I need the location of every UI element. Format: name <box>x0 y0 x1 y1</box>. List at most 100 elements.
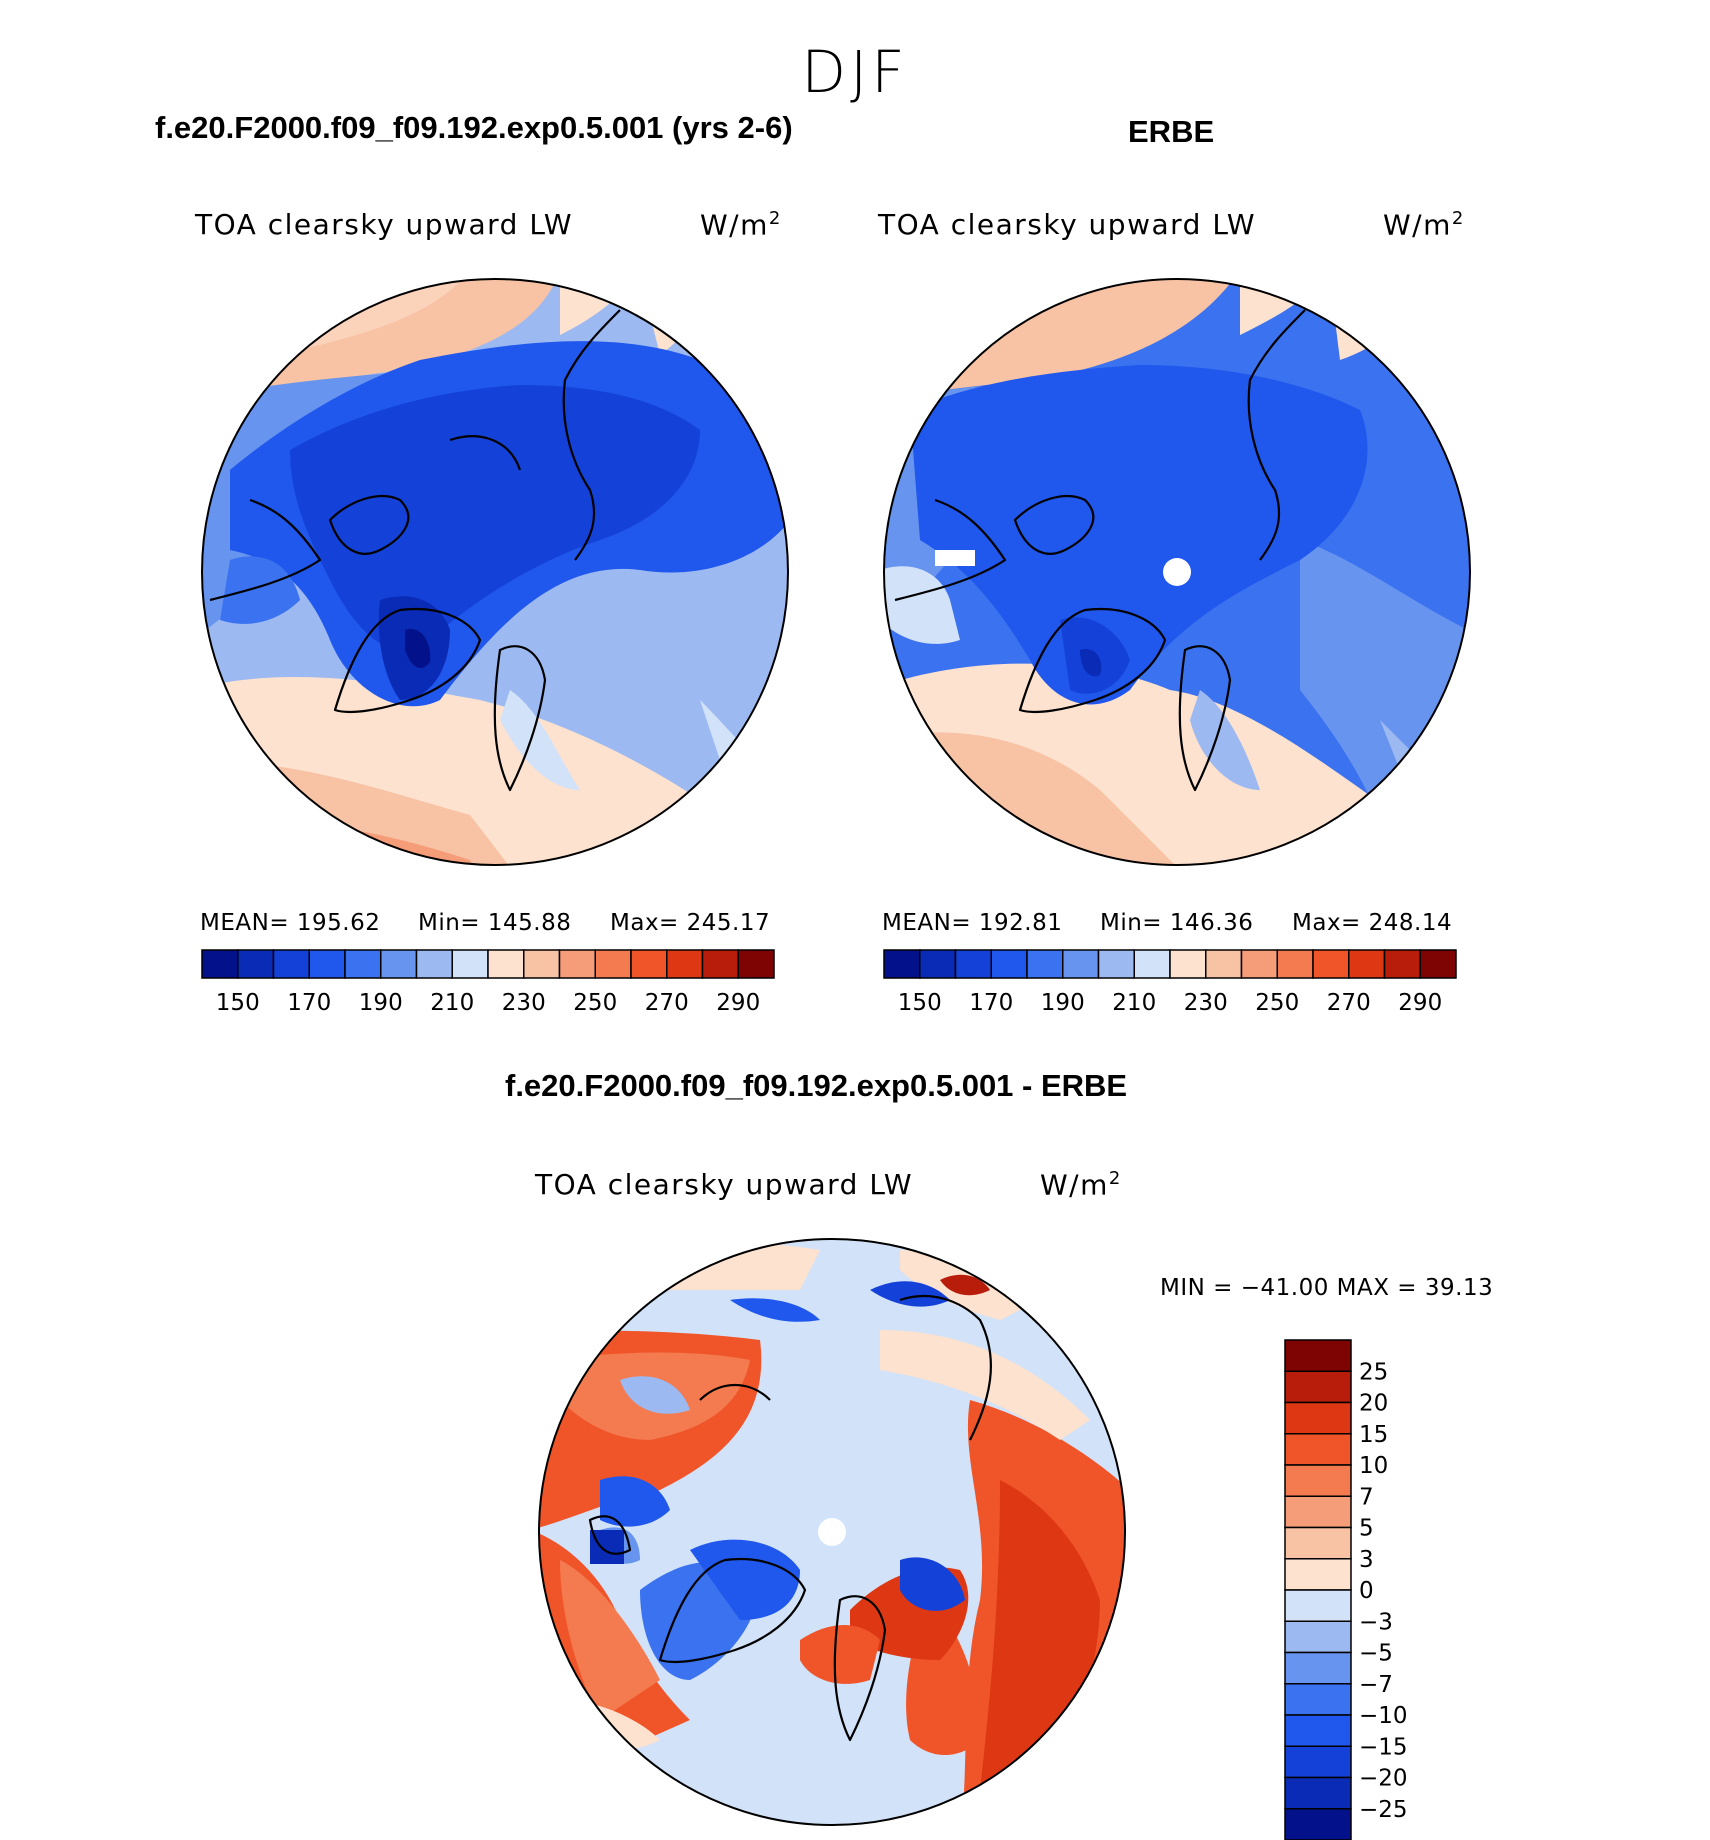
diff-colorbar-swatch <box>1284 1589 1352 1622</box>
right-colorbar-swatch <box>1169 949 1207 979</box>
right-colorbar-swatch <box>1097 949 1135 979</box>
left-colorbar-tick-label: 150 <box>216 990 260 1016</box>
diff-colorbar-swatch <box>1284 1495 1352 1529</box>
coastlines <box>209 309 1306 1742</box>
left-units-label: W/m2 <box>700 208 782 242</box>
left-colorbar-tick-label: 210 <box>430 990 474 1016</box>
left-colorbar-swatch <box>737 949 775 979</box>
diff-units-label: W/m2 <box>1040 1168 1122 1202</box>
diff-colorbar-swatch <box>1284 1683 1352 1716</box>
diff-colorbar-swatch <box>1284 1745 1352 1779</box>
left-colorbar-swatch <box>344 949 382 979</box>
diff-colorbar-swatch <box>1284 1401 1352 1435</box>
diff-colorbar-tick-label: −15 <box>1359 1734 1408 1760</box>
left-colorbar-tick-label: 170 <box>287 990 331 1016</box>
right-colorbar-swatch <box>1276 949 1314 979</box>
diff-colorbar-tick-label: 20 <box>1359 1391 1388 1417</box>
diff-colorbar-swatch <box>1284 1714 1352 1747</box>
left-colorbar-swatch <box>272 949 310 979</box>
diff-colorbar-tick-label: 7 <box>1359 1484 1374 1510</box>
diff-colorbar-swatch <box>1284 1620 1352 1654</box>
diff-colorbar-swatch <box>1284 1464 1352 1497</box>
left-variable-label: TOA clearsky upward LW <box>195 208 574 241</box>
diff-colorbar-tick-label: −3 <box>1359 1609 1393 1635</box>
diff-colorbar-tick-label: 3 <box>1359 1547 1374 1573</box>
right-colorbar-swatch <box>954 949 992 979</box>
diff-variable-label: TOA clearsky upward LW <box>535 1168 914 1201</box>
left-colorbar-tick-label: 230 <box>502 990 546 1016</box>
diff-minmax-stat: MIN = −41.00 MAX = 39.13 <box>1160 1275 1494 1301</box>
diff-colorbar-swatch <box>1284 1526 1352 1560</box>
left-colorbar-swatch <box>201 949 239 979</box>
left-min-stat: Min= 145.88 <box>418 910 572 936</box>
right-colorbar-tick-label: 230 <box>1184 990 1228 1016</box>
left-max-stat: Max= 245.17 <box>610 910 771 936</box>
left-colorbar-swatch <box>451 949 489 979</box>
diff-colorbar-tick-label: 5 <box>1359 1516 1374 1542</box>
left-colorbar-swatch <box>523 949 561 979</box>
diff-colorbar-tick-label: −20 <box>1359 1766 1408 1792</box>
diff-colorbar: 25 20 15 10 7 5 3 0 −3 −5 −7 −10 −15 −20 −25 <box>1284 1339 1408 1840</box>
diff-colorbar-swatch <box>1284 1558 1352 1591</box>
left-map-field <box>202 279 788 865</box>
right-colorbar-swatch <box>1062 949 1100 979</box>
diff-colorbar-swatch <box>1284 1370 1352 1404</box>
right-max-stat: Max= 248.14 <box>1292 910 1453 936</box>
right-colorbar-swatch <box>1026 949 1064 979</box>
right-colorbar-swatch <box>1133 949 1171 979</box>
diff-colorbar-tick-label: −5 <box>1359 1641 1393 1667</box>
left-panel-title: f.e20.F2000.f09_f09.192.exp0.5.001 (yrs … <box>155 110 793 145</box>
right-colorbar-tick-label: 210 <box>1112 990 1156 1016</box>
diff-colorbar-swatch <box>1284 1339 1352 1372</box>
right-panel-title: ERBE <box>1128 114 1215 149</box>
left-colorbar-tick-label: 270 <box>645 990 689 1016</box>
left-colorbar-swatch <box>308 949 346 979</box>
diff-colorbar-swatch <box>1284 1808 1352 1840</box>
right-colorbar-tick-label: 170 <box>969 990 1013 1016</box>
right-colorbar-swatch <box>1383 949 1421 979</box>
left-colorbar-swatch <box>237 949 275 979</box>
right-colorbar-swatch <box>1240 949 1278 979</box>
right-min-stat: Min= 146.36 <box>1100 910 1254 936</box>
left-colorbar-swatch <box>415 949 453 979</box>
left-colorbar-tick-label: 290 <box>716 990 760 1016</box>
left-colorbar-swatch <box>666 949 704 979</box>
right-colorbar-swatch <box>883 949 921 979</box>
left-colorbar-swatch <box>558 949 596 979</box>
diff-colorbar-tick-label: 10 <box>1359 1453 1388 1479</box>
right-colorbar-swatch <box>990 949 1028 979</box>
left-colorbar-swatch <box>701 949 739 979</box>
right-mean-stat: MEAN= 192.81 <box>882 910 1063 936</box>
right-colorbar-swatch <box>1205 949 1243 979</box>
right-colorbar-tick-label: 150 <box>898 990 942 1016</box>
diff-pole-hole <box>818 1518 846 1546</box>
diff-colorbar-swatch <box>1284 1433 1352 1466</box>
right-colorbar-tick-label: 250 <box>1255 990 1299 1016</box>
right-pole-hole <box>1163 558 1191 586</box>
left-mean-stat: MEAN= 195.62 <box>200 910 381 936</box>
right-colorbar-swatch <box>1348 949 1386 979</box>
figure-title-season: DJF <box>801 38 909 106</box>
right-colorbar: 150 170 190 210 230 250 270 290 <box>883 949 1457 1016</box>
right-variable-label: TOA clearsky upward LW <box>878 208 1257 241</box>
diff-map-outline <box>538 1238 1126 1826</box>
diff-colorbar-tick-label: −7 <box>1359 1672 1393 1698</box>
diff-colorbar-tick-label: 15 <box>1359 1422 1388 1448</box>
diff-colorbar-tick-label: −10 <box>1359 1703 1408 1729</box>
diff-colorbar-tick-label: 0 <box>1359 1578 1374 1604</box>
right-colorbar-tick-label: 290 <box>1398 990 1442 1016</box>
left-map-outline <box>201 278 789 866</box>
diff-panel-title: f.e20.F2000.f09_f09.192.exp0.5.001 - ERB… <box>505 1068 1128 1103</box>
diff-colorbar-swatch <box>1284 1776 1352 1810</box>
left-colorbar-tick-label: 190 <box>359 990 403 1016</box>
diff-colorbar-swatch <box>1284 1651 1352 1685</box>
diff-colorbar-tick-label: −25 <box>1359 1797 1408 1823</box>
left-colorbar-swatch <box>380 949 418 979</box>
left-colorbar-swatch <box>487 949 525 979</box>
left-colorbar-swatch <box>630 949 668 979</box>
left-colorbar: 150 170 190 210 230 250 270 290 <box>201 949 775 1016</box>
right-colorbar-tick-label: 270 <box>1327 990 1371 1016</box>
diff-colorbar-tick-label: 25 <box>1359 1359 1388 1385</box>
right-colorbar-tick-label: 190 <box>1041 990 1085 1016</box>
